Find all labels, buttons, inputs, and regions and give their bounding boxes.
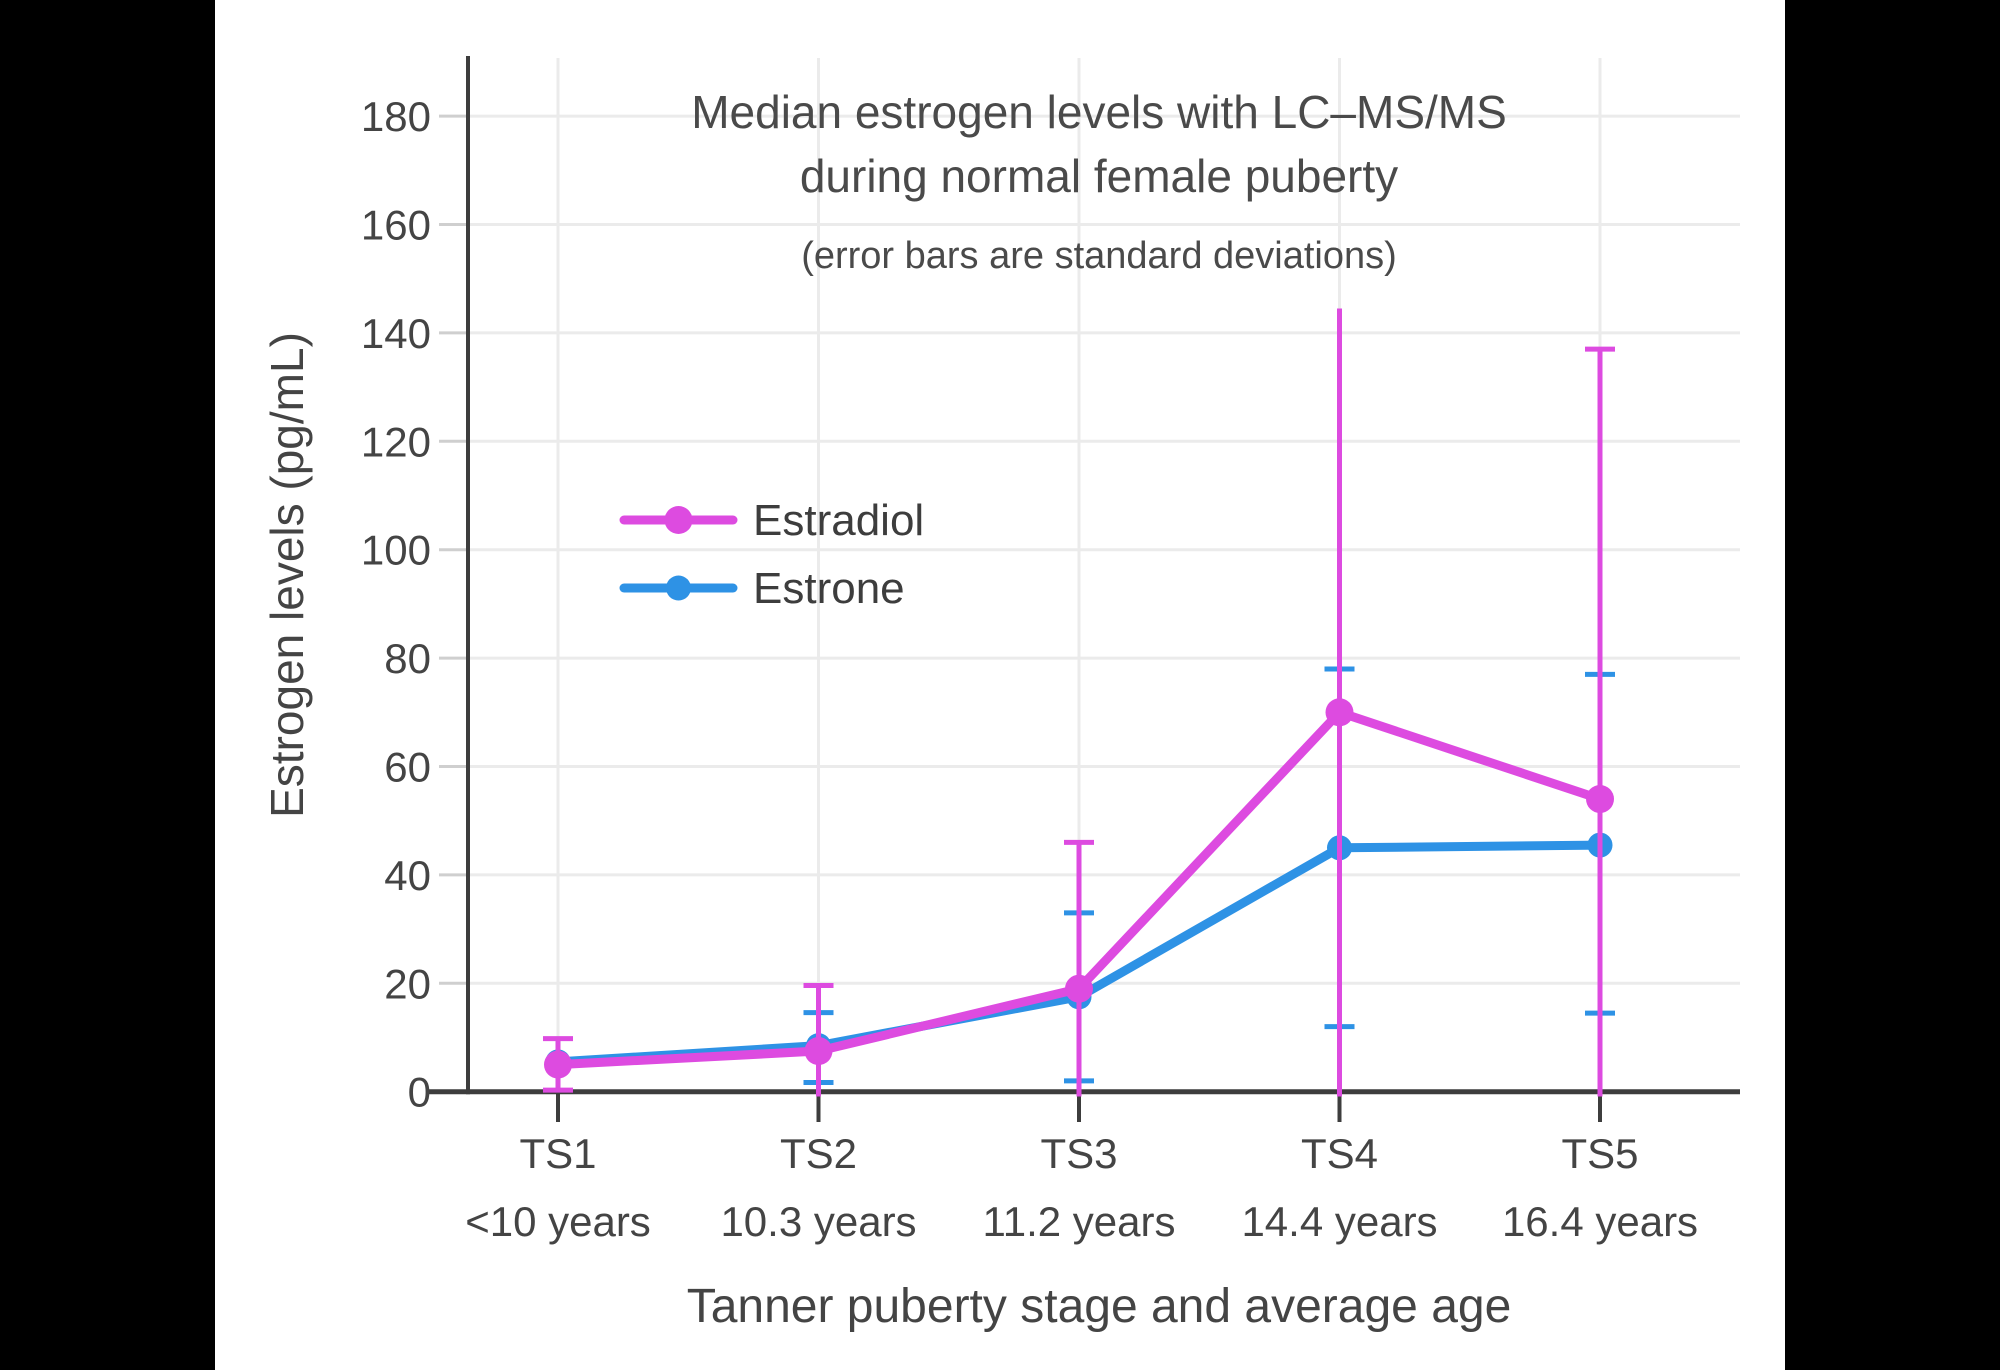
gridlines — [439, 58, 1740, 1092]
x-tick-label-stage: TS3 — [1040, 1130, 1117, 1177]
legend-item-estrone: Estrone — [619, 564, 905, 613]
x-tick-label-stage: TS4 — [1301, 1130, 1378, 1177]
chart-canvas: Median estrogen levels with LC–MS/MS dur… — [215, 0, 1785, 1370]
line-chart: Median estrogen levels with LC–MS/MS dur… — [261, 56, 1740, 1333]
letterbox-right — [1785, 0, 2000, 1370]
x-tick-label-stage: TS2 — [780, 1130, 857, 1177]
y-tick-label: 160 — [361, 202, 431, 249]
legend-item-estradiol: Estradiol — [619, 496, 924, 545]
y-tick-label: 140 — [361, 310, 431, 357]
letterbox-left — [0, 0, 215, 1370]
data-point-estradiol — [544, 1050, 572, 1079]
y-tick-label: 40 — [384, 852, 431, 899]
data-point-estradiol — [1586, 785, 1614, 814]
series-layer — [543, 308, 1615, 1097]
y-axis-title: Estrogen levels (pg/mL) — [261, 332, 313, 818]
y-tick-label: 60 — [384, 744, 431, 791]
axes — [428, 56, 1740, 1122]
text-layer: Median estrogen levels with LC–MS/MS dur… — [261, 86, 1698, 1333]
x-tick-label-age: <10 years — [465, 1198, 651, 1245]
data-point-estradiol — [1325, 698, 1354, 727]
x-tick-label-stage: TS5 — [1561, 1130, 1638, 1177]
chart-title-line2: during normal female puberty — [800, 150, 1398, 202]
x-tick-label-age: 10.3 years — [720, 1198, 916, 1245]
x-tick-label-age: 11.2 years — [983, 1198, 1176, 1245]
legend: Estradiol Estrone — [619, 496, 924, 613]
x-axis-title: Tanner puberty stage and average age — [687, 1280, 1512, 1333]
chart-title-line1: Median estrogen levels with LC–MS/MS — [691, 86, 1507, 138]
x-tick-label-stage: TS1 — [519, 1130, 596, 1177]
y-tick-label: 0 — [408, 1069, 431, 1116]
data-point-estradiol — [1065, 974, 1093, 1003]
y-tick-label: 100 — [361, 527, 431, 574]
y-tick-label: 120 — [361, 418, 431, 465]
chart-subtitle: (error bars are standard deviations) — [801, 235, 1397, 277]
y-tick-label: 80 — [384, 635, 431, 682]
data-point-estradiol — [804, 1037, 833, 1066]
series-estradiol — [543, 308, 1615, 1097]
y-tick-label: 20 — [384, 960, 431, 1007]
legend-label: Estrone — [753, 564, 905, 613]
y-tick-label: 180 — [361, 93, 431, 140]
legend-label: Estradiol — [753, 496, 924, 545]
x-tick-label-age: 14.4 years — [1241, 1198, 1437, 1245]
legend-swatch-marker — [666, 575, 691, 601]
x-tick-label-age: 16.4 years — [1502, 1198, 1698, 1245]
legend-swatch-marker — [664, 506, 693, 534]
